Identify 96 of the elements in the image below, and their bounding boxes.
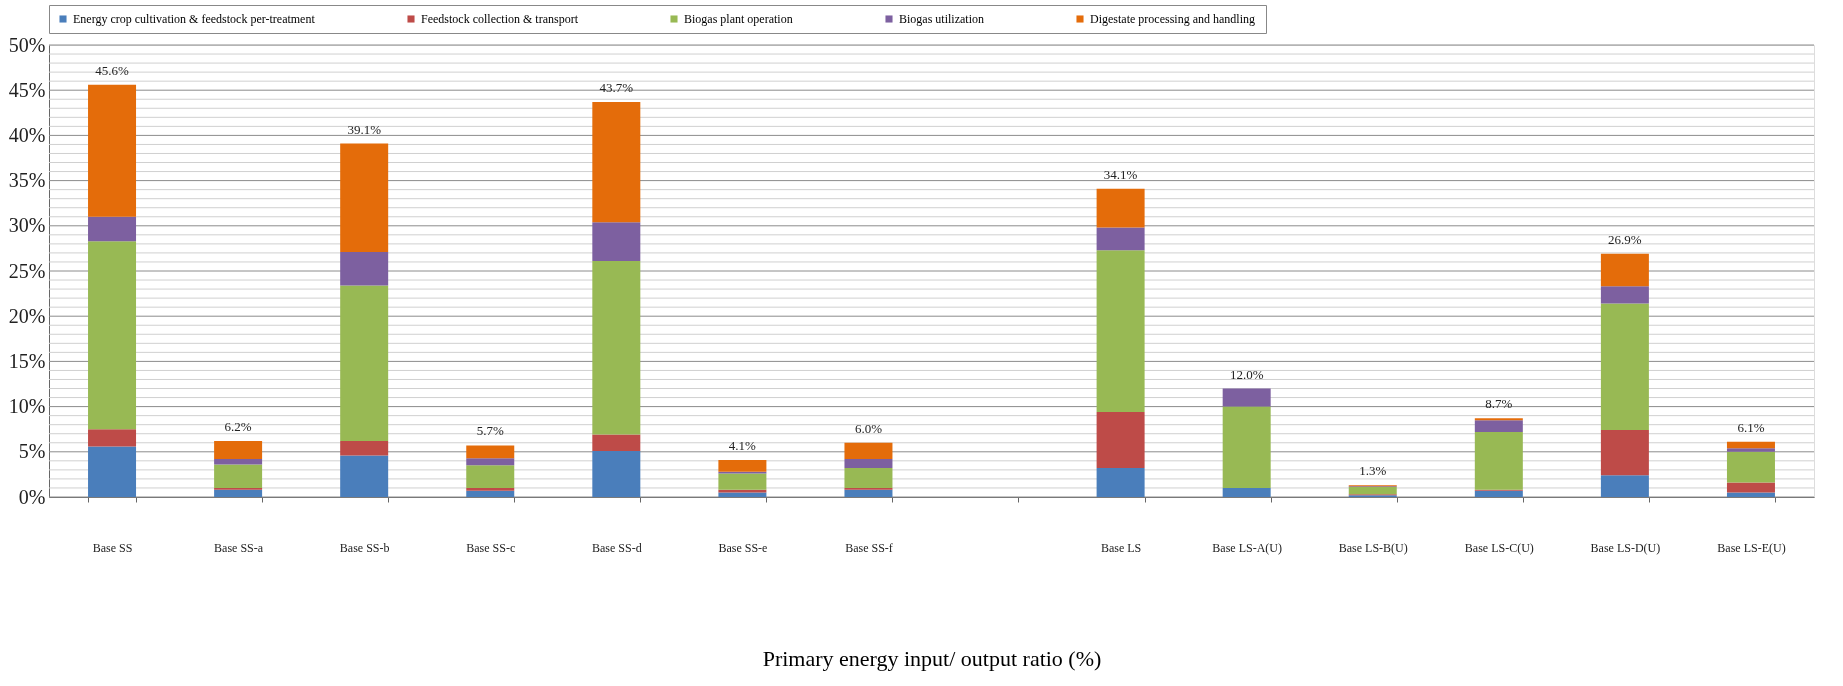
bar [214,440,263,460]
total-label: 12.0% [1229,366,1264,382]
bar [340,143,389,253]
legend-label: Energy crop cultivation & feedstock per-treatment [73,12,316,26]
x-tick-label: Base LS [1100,540,1142,555]
legend-label: Digestate processing and handling [1090,12,1255,26]
bar [1474,431,1523,490]
bar [466,465,515,488]
total-label: 6.1% [1737,419,1765,435]
bar [1600,430,1649,476]
bar [1600,286,1649,304]
x-tick-label: Base SS-e [718,540,768,555]
bar [592,101,641,223]
bar [844,468,893,488]
bar [1348,487,1397,495]
bar [844,459,893,469]
bar [1600,475,1649,497]
bar [1222,388,1271,407]
bar [88,84,137,217]
total-label: 6.0% [854,420,883,436]
bar [340,440,389,456]
bar [1600,303,1649,431]
x-tick-label: Base SS-b [339,540,390,555]
bar [466,458,515,466]
bar [1726,451,1775,483]
bar [592,434,641,451]
bar [1726,448,1775,452]
total-label: 5.7% [476,423,504,439]
bar [1222,487,1271,497]
bar [214,459,263,465]
bar [1726,441,1775,449]
total-label: 43.7% [599,79,634,95]
total-label: 8.7% [1485,396,1513,412]
y-tick-label: 20% [8,304,46,327]
x-tick-label: Base LS-C(U) [1464,540,1534,555]
legend-label: Feedstock collection & transport [421,12,579,26]
x-tick-label: Base SS-c [466,540,516,555]
y-tick-label: 25% [8,259,46,282]
bar [1474,420,1523,432]
total-label: 26.9% [1608,231,1642,247]
legend-label: Biogas utilization [899,12,984,26]
bar [1600,253,1649,287]
legend-label: Biogas plant operation [684,12,793,26]
y-tick-label: 30% [8,214,46,237]
bar [1096,412,1145,469]
bar [466,487,515,491]
x-tick-label: Base SS-f [845,540,893,555]
bar [844,489,893,497]
y-tick-label: 45% [8,78,46,101]
bar [466,490,515,497]
bar [340,252,389,286]
total-label: 34.1% [1103,166,1138,182]
y-tick-label: 50% [8,33,46,56]
x-tick-label: Base SS [92,540,133,555]
bar [214,489,263,497]
y-tick-label: 35% [8,169,46,192]
bar [88,446,137,497]
y-tick-label: 15% [8,349,46,372]
y-tick-label: 10% [8,395,46,418]
total-label: 39.1% [347,121,382,137]
x-tick-label: Base SS-a [214,540,264,555]
bar [718,492,767,497]
bar [592,261,641,435]
bar [1726,482,1775,493]
x-tick-label: Base LS-B(U) [1338,540,1408,555]
x-tick-label: Base SS-d [591,540,642,555]
bar [340,455,389,497]
bar [88,241,137,430]
total-label: 45.6% [95,62,129,78]
total-label: 6.2% [224,418,252,434]
bar [1726,492,1775,497]
bar [718,473,767,490]
bar [592,222,641,262]
total-label: 1.3% [1359,463,1387,479]
y-tick-label: 40% [8,123,46,146]
x-tick-label: Base LS-D(U) [1590,540,1661,555]
bar [1096,188,1145,228]
bar [214,464,263,488]
bar [1474,490,1523,497]
x-tick-label: Base LS-A(U) [1212,540,1283,555]
total-label: 4.1% [728,437,757,453]
bar [88,216,137,242]
bar [88,429,137,447]
y-tick-label: 5% [18,440,46,463]
bar [718,459,767,472]
bar [466,445,515,459]
bar [340,285,389,441]
x-tick-label: Base LS-E(U) [1717,540,1786,555]
bar [1096,250,1145,413]
bar [1222,406,1271,488]
bar [1096,227,1145,251]
bar [844,442,893,460]
x-axis-title: Primary energy input/ output ratio (%) [762,645,1102,671]
y-tick-label: 0% [18,485,46,508]
bar [592,450,641,497]
bar [1096,468,1145,497]
